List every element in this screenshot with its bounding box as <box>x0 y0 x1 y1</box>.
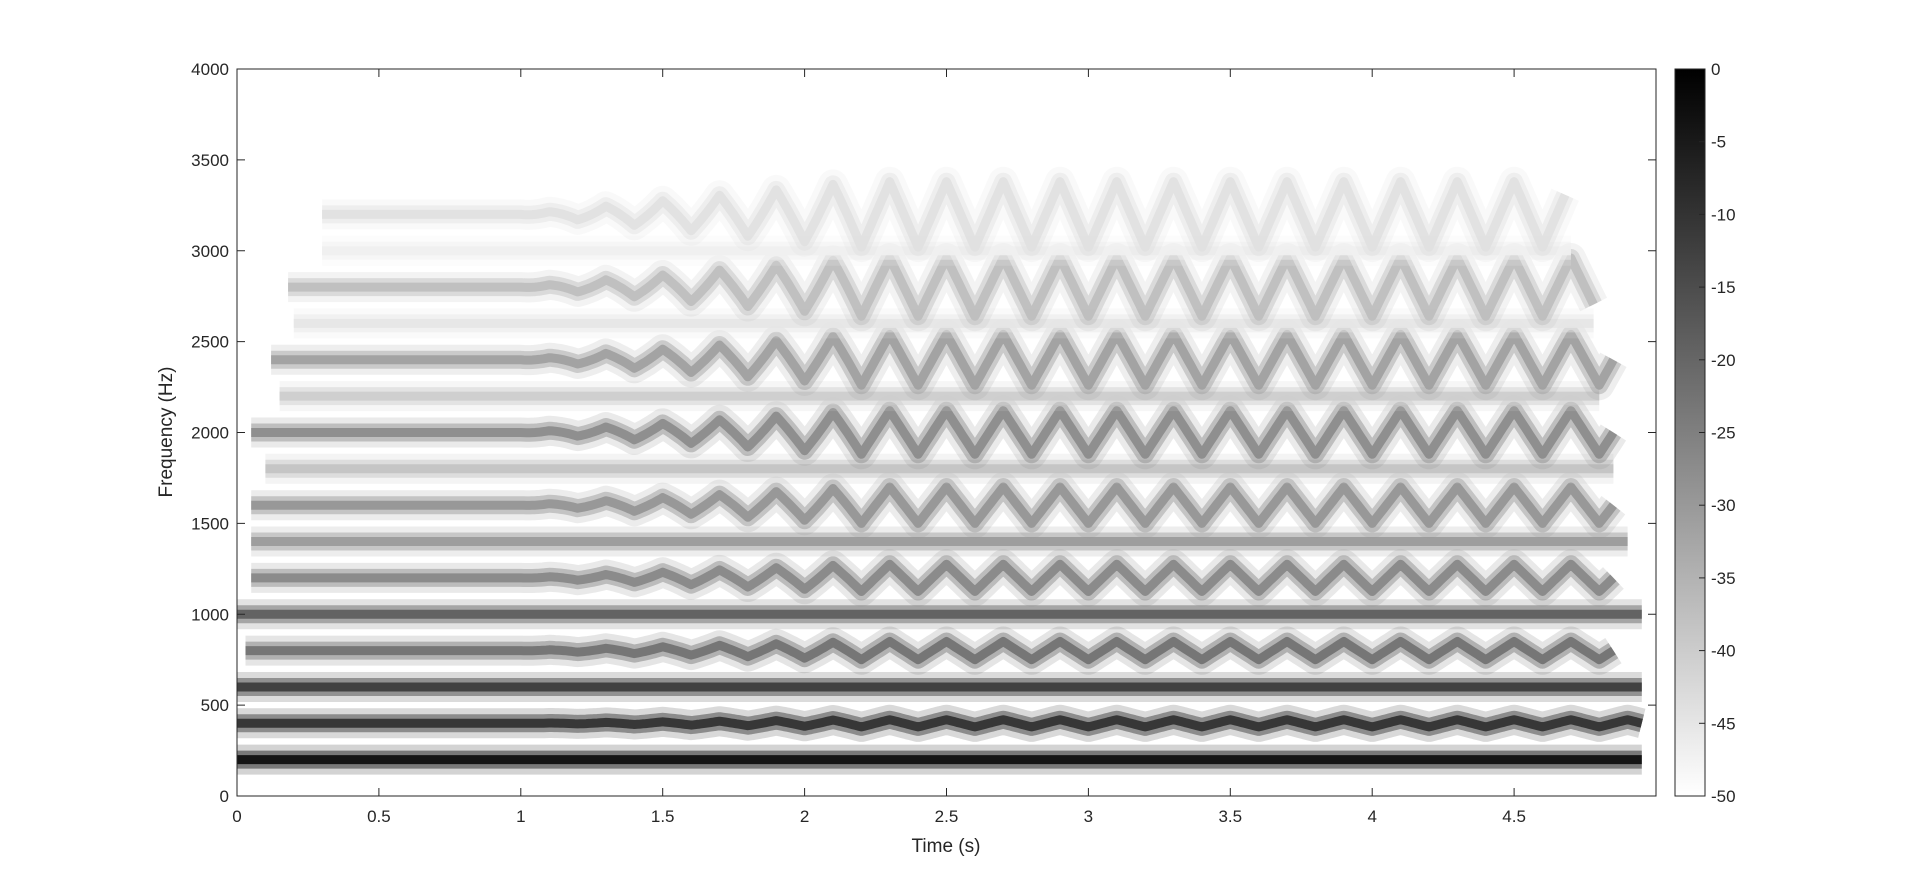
harmonic-band <box>237 626 1626 675</box>
harmonic-core <box>243 637 1616 665</box>
colorbar-tick-label: -40 <box>1711 642 1736 661</box>
colorbar: 0 -5 -10 -15 -20 -25 -30 -35 -40 -45 -50 <box>1674 60 1736 806</box>
colorbar-tick-label: -30 <box>1711 496 1736 515</box>
harmonic-core <box>286 253 1598 321</box>
harmonic-band <box>237 704 1654 742</box>
colorbar-tick-label: -50 <box>1711 787 1736 806</box>
x-tick-label: 0.5 <box>367 807 391 826</box>
y-tick-label: 500 <box>201 696 229 715</box>
harmonic-band <box>275 243 1608 332</box>
colorbar-tick-label: -45 <box>1711 714 1736 733</box>
y-tick-label: 0 <box>220 787 229 806</box>
y-axis: 0 500 1000 1500 2000 2500 3000 3500 4000 <box>191 60 1656 806</box>
x-tick-label: 3 <box>1084 807 1093 826</box>
spectrogram-bands <box>237 166 1654 775</box>
harmonic-core <box>249 406 1618 459</box>
colorbar-tick-label: -20 <box>1711 351 1736 370</box>
harmonic-band <box>310 166 1579 263</box>
harmonic-core <box>249 559 1617 596</box>
x-tick-label: 1 <box>516 807 525 826</box>
harmonic-core <box>320 177 1570 252</box>
harmonic-band <box>239 549 1626 607</box>
x-tick-label: 2.5 <box>935 807 959 826</box>
y-tick-label: 1000 <box>191 605 229 624</box>
x-tick-label: 0 <box>232 807 241 826</box>
y-tick-label: 3000 <box>191 242 229 261</box>
harmonic-core <box>237 715 1644 732</box>
colorbar-tick-label: -10 <box>1711 205 1736 224</box>
colorbar-tick-label: -5 <box>1711 133 1726 152</box>
harmonic-band <box>239 472 1626 539</box>
harmonic-core <box>249 482 1617 528</box>
y-tick-label: 4000 <box>191 60 229 79</box>
x-tick-label: 3.5 <box>1218 807 1242 826</box>
x-tick-label: 2 <box>800 807 809 826</box>
colorbar-ticks: 0 -5 -10 -15 -20 -25 -30 -35 -40 -45 -50 <box>1699 60 1736 806</box>
x-axis: 0 0.5 1 1.5 2 2.5 3 3.5 4 4.5 <box>232 69 1526 826</box>
colorbar-tick-label: -25 <box>1711 424 1736 443</box>
harmonic-core <box>269 329 1618 390</box>
y-tick-label: 2500 <box>191 333 229 352</box>
colorbar-tick-label: 0 <box>1711 60 1720 79</box>
x-tick-label: 1.5 <box>651 807 675 826</box>
y-axis-title: Frequency (Hz) <box>156 367 177 498</box>
colorbar-tick-label: -35 <box>1711 569 1736 588</box>
y-tick-label: 2000 <box>191 424 229 443</box>
x-axis-title: Time (s) <box>912 836 981 857</box>
y-tick-label: 3500 <box>191 151 229 170</box>
y-tick-label: 1500 <box>191 514 229 533</box>
harmonic-band <box>239 395 1627 470</box>
colorbar-tick-label: -15 <box>1711 278 1736 297</box>
harmonic-band <box>258 319 1627 401</box>
x-tick-label: 4.5 <box>1502 807 1526 826</box>
x-tick-label: 4 <box>1367 807 1376 826</box>
